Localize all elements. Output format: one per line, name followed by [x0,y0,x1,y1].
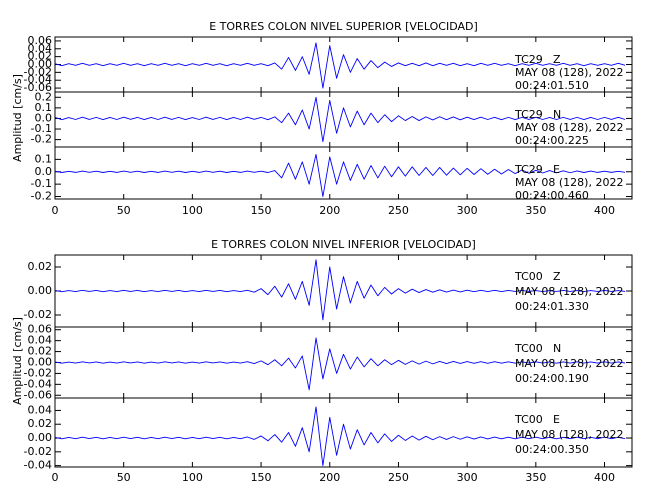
station-label: TC29 [514,163,543,176]
time-label: 00:24:00.225 [515,134,589,147]
x-tick-label: 250 [388,471,409,484]
x-tick-label: 0 [52,204,59,217]
y-tick-label: 0.02 [28,260,53,273]
time-label: 00:24:00.460 [515,189,589,202]
y-tick-label: 0.00 [28,356,53,369]
y-tick-label: -0.04 [24,377,52,390]
y-tick-label: -0.1 [31,122,52,135]
y-tick-label: -0.02 [24,308,52,321]
x-tick-label: 100 [182,204,203,217]
chart-title: E TORRES COLON NIVEL INFERIOR [VELOCIDAD… [211,238,476,251]
y-tick-label: 0.04 [28,403,53,416]
y-tick-label: 0.04 [28,334,53,347]
y-tick-label: 0.0 [35,111,53,124]
x-tick-label: 300 [457,471,478,484]
time-label: 00:24:01.330 [515,300,589,313]
y-tick-label: 0.00 [28,284,53,297]
station-label: TC00 [514,270,543,283]
component-label: Z [553,270,561,283]
y-tick-label: -0.04 [24,459,52,472]
time-label: 00:24:00.350 [515,443,589,456]
x-tick-label: 400 [594,204,615,217]
date-label: MAY 08 (128), 2022 [515,121,623,134]
x-tick-label: 350 [525,471,546,484]
y-axis-label: Amplitud [cm/s] [11,317,24,405]
station-label: TC00 [514,342,543,355]
station-label: TC29 [514,108,543,121]
y-tick-label: -0.02 [24,445,52,458]
y-tick-label: 0.02 [28,417,53,430]
x-tick-label: 50 [117,204,131,217]
date-label: MAY 08 (128), 2022 [515,357,623,370]
y-tick-label: 0.06 [28,323,53,336]
x-tick-label: 0 [52,471,59,484]
x-tick-label: 250 [388,204,409,217]
y-tick-label: 0.2 [35,90,53,103]
date-label: MAY 08 (128), 2022 [515,285,623,298]
y-tick-label: -0.1 [31,177,52,190]
waveform [54,42,626,89]
y-tick-label: -0.2 [31,190,52,203]
waveform [54,153,626,197]
y-tick-label: -0.2 [31,133,52,146]
date-label: MAY 08 (128), 2022 [515,66,623,79]
date-label: MAY 08 (128), 2022 [515,428,623,441]
waveform [54,406,626,467]
component-label: Z [553,53,561,66]
date-label: MAY 08 (128), 2022 [515,176,623,189]
y-tick-label: -0.02 [24,366,52,379]
y-tick-label: 0.1 [35,101,53,114]
waveform [54,259,626,321]
x-tick-label: 150 [251,204,272,217]
y-tick-label: 0.04 [28,42,53,55]
y-tick-label: -0.06 [24,81,52,94]
x-tick-label: 200 [319,471,340,484]
station-label: TC29 [514,53,543,66]
y-tick-label: -0.02 [24,65,52,78]
x-tick-label: 50 [117,471,131,484]
y-axis-label: Amplitud [cm/s] [11,74,24,162]
y-tick-label: 0.02 [28,50,53,63]
x-tick-label: 150 [251,471,272,484]
y-tick-label: 0.0 [35,165,53,178]
station-label: TC00 [514,413,543,426]
y-tick-label: -0.04 [24,73,52,86]
waveform [54,337,626,391]
x-tick-label: 300 [457,204,478,217]
component-label: N [553,342,561,355]
y-tick-label: 0.00 [28,431,53,444]
x-tick-label: 350 [525,204,546,217]
y-tick-label: 0.02 [28,345,53,358]
waveform [54,96,626,143]
x-tick-label: 400 [594,471,615,484]
panel-frame [54,146,633,200]
chart-title: E TORRES COLON NIVEL SUPERIOR [VELOCIDAD… [209,20,478,33]
time-label: 00:24:01.510 [515,79,589,92]
time-label: 00:24:00.190 [515,372,589,385]
panel-frame [54,397,633,468]
y-tick-label: 0.06 [28,34,53,47]
component-label: E [553,413,560,426]
component-label: E [553,163,560,176]
y-tick-label: -0.06 [24,388,52,401]
y-tick-label: 0.1 [35,152,53,165]
x-tick-label: 100 [182,471,203,484]
component-label: N [553,108,561,121]
y-tick-label: 0.00 [28,58,53,71]
x-tick-label: 200 [319,204,340,217]
